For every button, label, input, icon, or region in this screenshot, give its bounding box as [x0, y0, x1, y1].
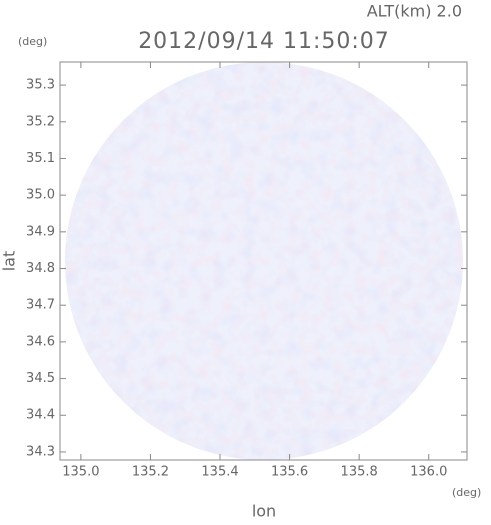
radar-field	[65, 62, 463, 460]
x-tick-label: 135.0	[62, 465, 99, 480]
y-tick-label: 34.8	[26, 261, 55, 276]
y-unit: (deg)	[18, 35, 47, 48]
y-tick-label: 34.9	[26, 224, 55, 239]
y-tick-label: 35.0	[26, 188, 55, 203]
y-tick-label: 34.3	[26, 444, 55, 459]
y-tick-label: 34.4	[26, 408, 55, 423]
x-tick-label: 135.2	[132, 465, 169, 480]
axes: 135.0 135.2 135.4 135.6 135.8 136.0 34.3 34.4 34…	[26, 62, 467, 480]
x-tick-label: 135.6	[271, 465, 308, 480]
y-tick-label: 34.6	[26, 334, 55, 349]
chart-title: 2012/09/14 11:50:07	[138, 29, 390, 54]
x-tick-label: 136.0	[410, 465, 447, 480]
y-tick-label: 35.3	[26, 78, 55, 93]
y-tick-label: 35.1	[26, 151, 55, 166]
y-tick-label: 34.7	[26, 298, 55, 313]
x-unit: (deg)	[452, 486, 481, 499]
y-tick-label: 34.5	[26, 371, 55, 386]
y-tick-label: 35.2	[26, 114, 55, 129]
x-tick-label: 135.8	[341, 465, 378, 480]
plot-frame	[59, 61, 468, 461]
y-axis-label: lat	[0, 251, 19, 272]
x-tick-label: 135.4	[201, 465, 238, 480]
annotation: ALT(km) 2.0	[367, 2, 462, 21]
x-axis-label: lon	[252, 502, 276, 521]
